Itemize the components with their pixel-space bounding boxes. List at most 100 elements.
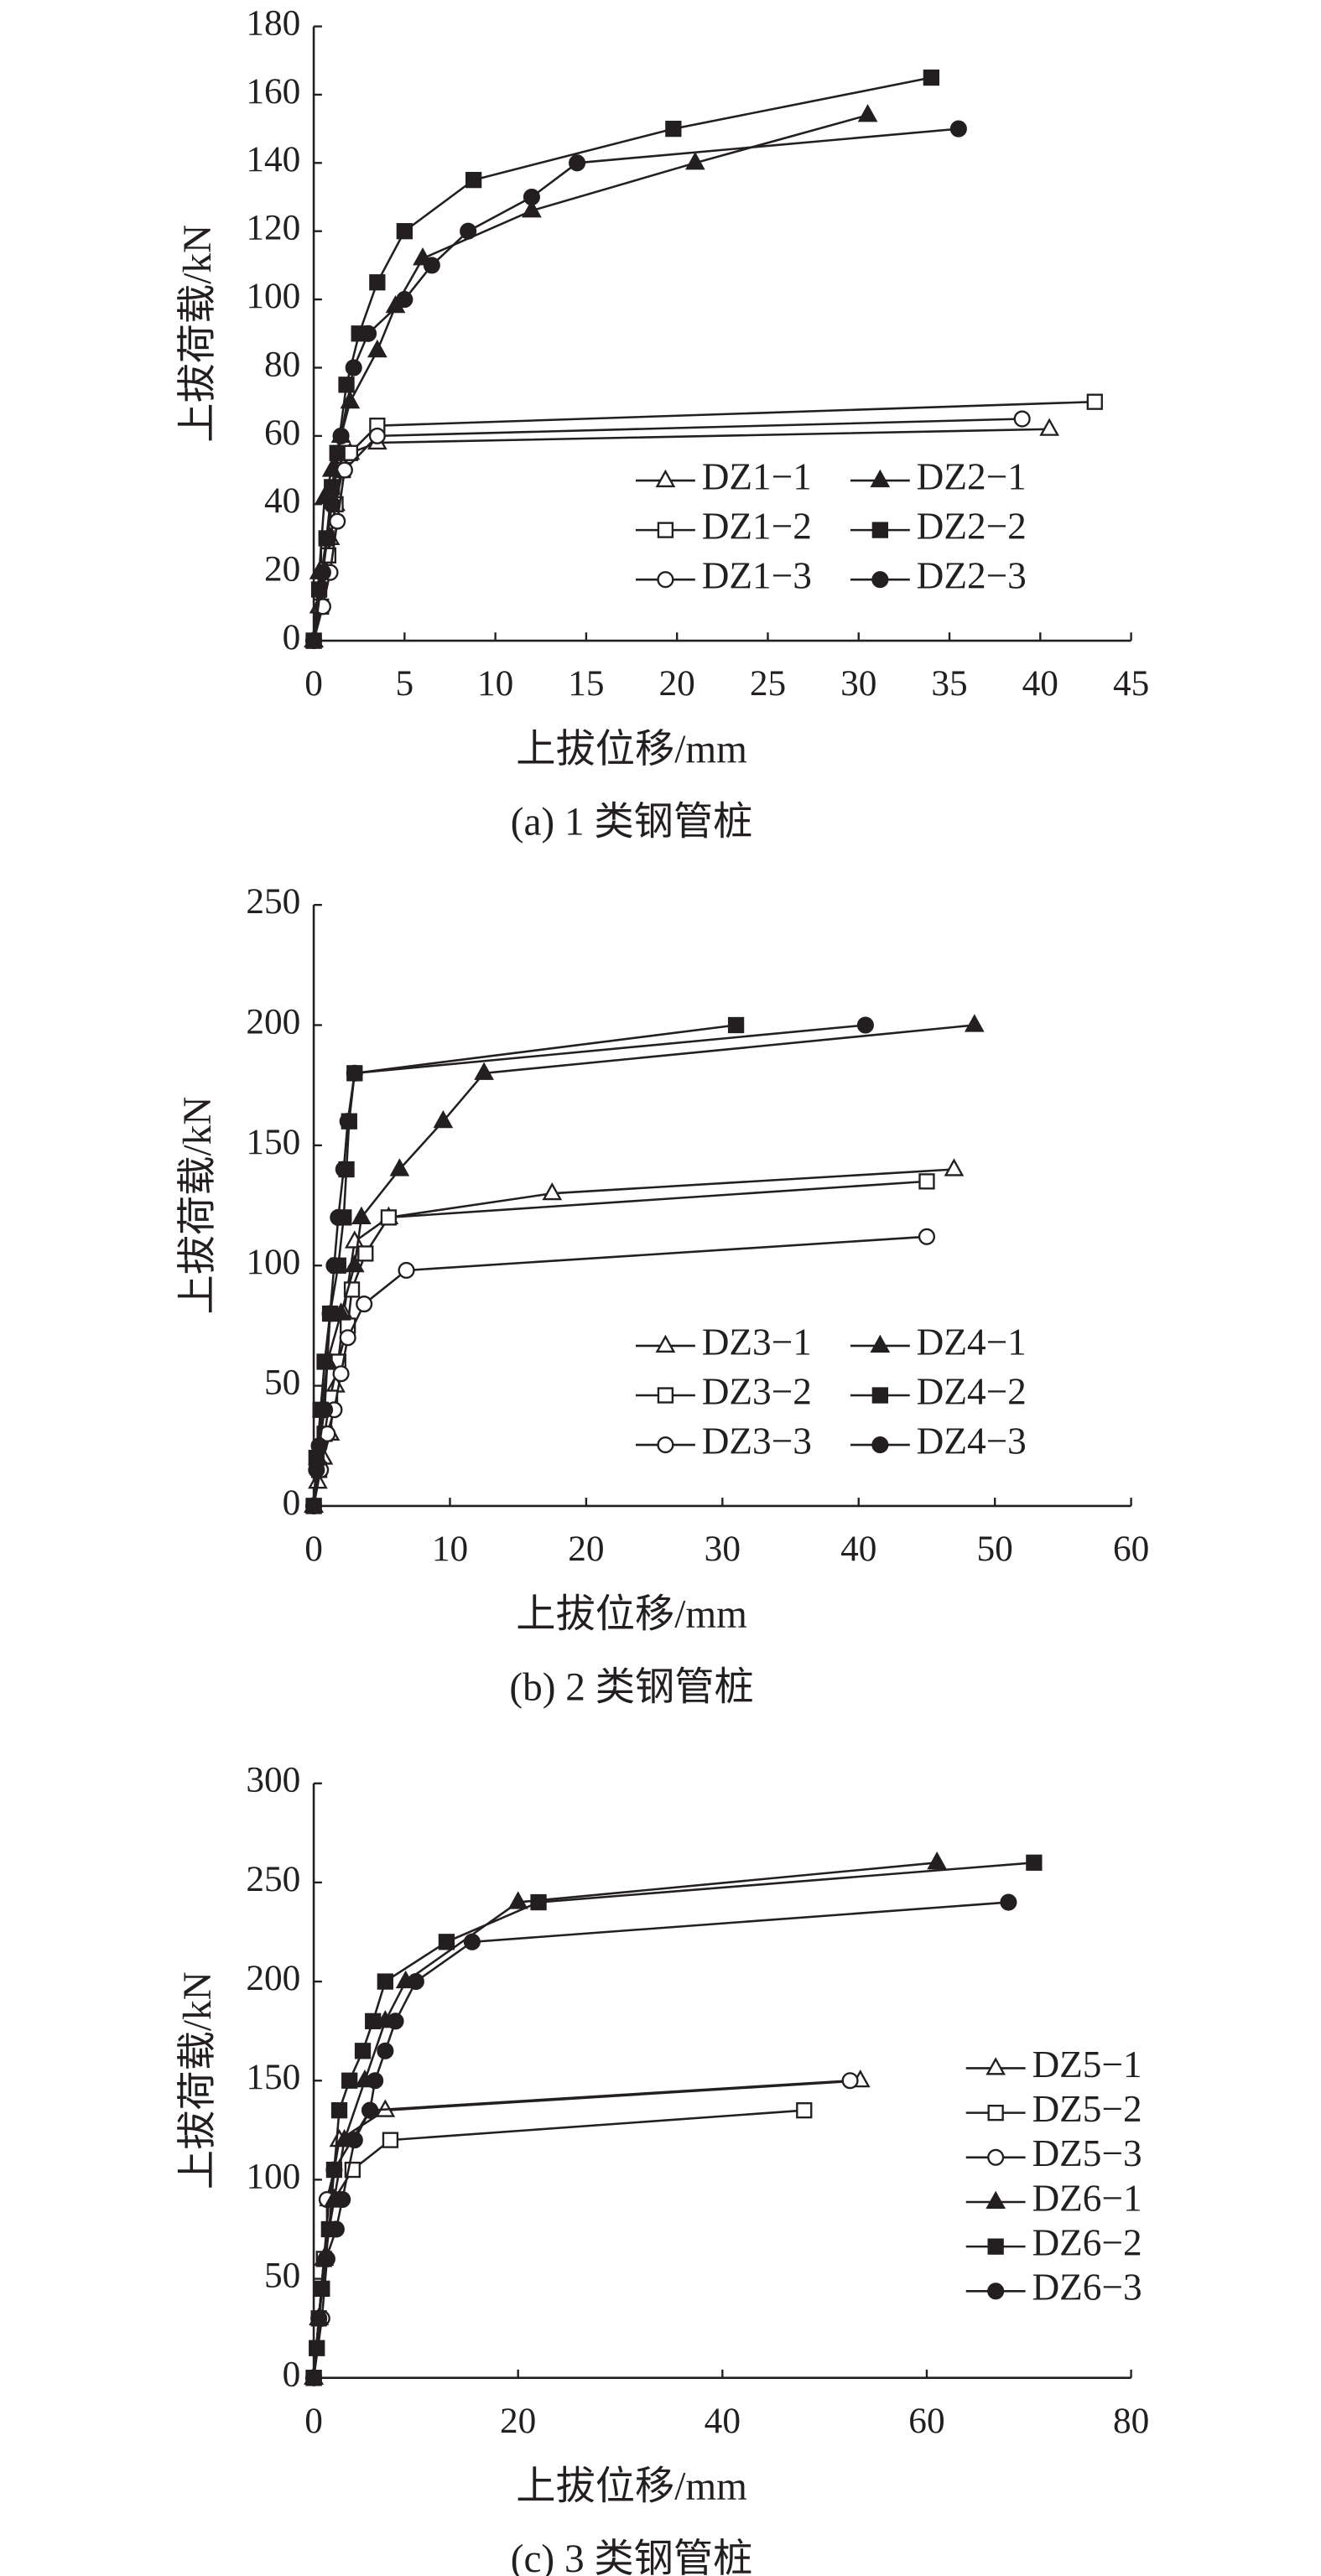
marker (345, 359, 362, 377)
x-tick-label: 80 (1113, 2401, 1149, 2441)
marker (335, 1161, 352, 1178)
marker (344, 1254, 365, 1273)
y-tick-label: 20 (264, 549, 300, 589)
marker (316, 1401, 334, 1419)
marker (522, 200, 542, 218)
legend-marker (987, 2238, 1004, 2255)
legend-label: DZ1−2 (702, 506, 812, 548)
marker (949, 120, 967, 138)
marker (332, 427, 350, 444)
y-tick-label: 300 (246, 1760, 300, 1800)
legend-marker (871, 1436, 889, 1454)
marker (460, 222, 477, 240)
marker (308, 1461, 325, 1478)
x-tick-label: 60 (908, 2401, 944, 2441)
legend-label: DZ4−2 (917, 1370, 1027, 1412)
marker (339, 1329, 356, 1347)
marker (438, 1934, 455, 1950)
series-line (312, 2109, 804, 2378)
series-line (312, 76, 932, 641)
y-tick-label: 250 (246, 1859, 300, 1899)
marker (356, 1296, 373, 1313)
marker (1013, 410, 1031, 428)
legend-label: DZ2−3 (917, 555, 1027, 597)
y-tick-label: 0 (283, 617, 301, 657)
y-tick-label: 160 (246, 71, 300, 112)
series-line (312, 114, 868, 641)
marker (530, 1893, 547, 1911)
y-tick-label: 80 (264, 344, 300, 384)
marker (344, 1230, 365, 1249)
y-tick-label: 0 (283, 2355, 301, 2395)
legend-label: DZ4−1 (917, 1321, 1027, 1363)
marker (321, 1305, 339, 1322)
marker (389, 1158, 410, 1176)
x-tick-label: 15 (568, 663, 604, 704)
marker (407, 1973, 424, 1991)
marker (542, 1182, 563, 1201)
y-tick-label: 200 (246, 1958, 300, 1998)
y-tick-label: 150 (246, 1122, 300, 1162)
marker (354, 2043, 372, 2059)
marker (305, 1497, 323, 1514)
marker (359, 325, 377, 342)
legend-marker (870, 1334, 891, 1353)
marker (365, 2012, 382, 2029)
marker (316, 1353, 333, 1370)
marker (944, 1158, 965, 1176)
y-tick-label: 150 (246, 2057, 300, 2097)
legend-marker (986, 2057, 1006, 2075)
marker (324, 479, 341, 496)
x-tick-label: 35 (931, 663, 967, 704)
marker (1026, 1854, 1043, 1871)
marker (332, 1365, 350, 1383)
series-line (312, 1024, 736, 1507)
x-tick-label: 0 (304, 1529, 323, 1569)
x-tick-label: 30 (840, 663, 876, 704)
legend-label: DZ1−1 (702, 455, 812, 497)
x-tick-label: 40 (1022, 663, 1058, 704)
marker (346, 2132, 363, 2149)
marker (507, 1891, 528, 1909)
marker (796, 2102, 813, 2119)
series-line (312, 1862, 938, 2378)
series-line (312, 1180, 928, 1507)
marker (341, 2072, 358, 2089)
legend-label: DZ3−3 (702, 1420, 812, 1462)
marker (857, 104, 878, 122)
legend-marker (655, 1334, 676, 1353)
marker (841, 2072, 859, 2090)
legend-marker (986, 2190, 1006, 2210)
legend-label: DZ2−2 (917, 506, 1027, 548)
marker (423, 257, 440, 274)
y-tick-label: 50 (264, 2255, 300, 2295)
x-tick-label: 60 (1113, 1529, 1149, 1569)
y-tick-label: 100 (246, 1242, 300, 1282)
legend-marker (987, 2104, 1004, 2122)
marker (727, 1016, 745, 1034)
x-tick-label: 0 (304, 2401, 323, 2441)
marker (398, 1261, 415, 1279)
marker (474, 1062, 494, 1080)
x-tick-label: 10 (432, 1529, 468, 1569)
marker (396, 223, 413, 240)
marker (327, 2220, 345, 2238)
marker (330, 1208, 347, 1226)
x-tick-label: 40 (705, 2401, 741, 2441)
x-axis-label: 上拔位移/mm (516, 1593, 747, 1637)
marker (377, 1973, 393, 1990)
legend-marker (655, 469, 676, 488)
series-line (312, 127, 959, 641)
x-tick-label: 20 (500, 2401, 536, 2441)
legend-marker (987, 2283, 1005, 2300)
y-tick-label: 200 (246, 1001, 300, 1041)
legend-marker (657, 1436, 674, 1454)
marker (329, 512, 346, 530)
x-tick-label: 0 (304, 663, 323, 704)
x-tick-label: 25 (750, 663, 786, 704)
marker (310, 1437, 328, 1455)
marker (1000, 1893, 1017, 1911)
x-tick-label: 5 (396, 663, 414, 704)
marker (918, 1228, 936, 1245)
